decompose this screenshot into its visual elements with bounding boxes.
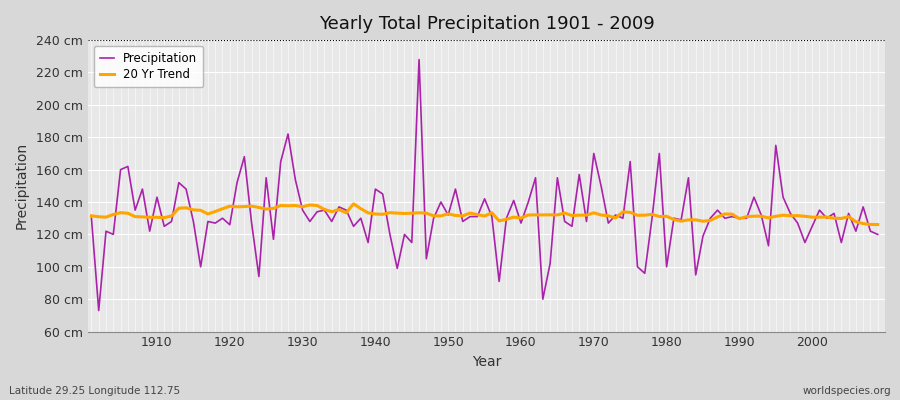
20 Yr Trend: [304, 202, 315, 207]
Precipitation: [530, 175, 541, 180]
Text: Latitude 29.25 Longitude 112.75: Latitude 29.25 Longitude 112.75: [9, 386, 180, 396]
Precipitation: [523, 200, 534, 204]
Precipitation: [356, 216, 366, 221]
Line: 20 Yr Trend: 20 Yr Trend: [92, 204, 878, 224]
20 Yr Trend: [348, 202, 359, 206]
20 Yr Trend: [523, 212, 534, 217]
Precipitation: [311, 209, 322, 214]
X-axis label: Year: Year: [472, 355, 501, 369]
Line: Precipitation: Precipitation: [92, 60, 878, 310]
Legend: Precipitation, 20 Yr Trend: Precipitation, 20 Yr Trend: [94, 46, 203, 87]
Title: Yearly Total Precipitation 1901 - 2009: Yearly Total Precipitation 1901 - 2009: [319, 15, 654, 33]
20 Yr Trend: [516, 216, 526, 220]
Y-axis label: Precipitation: Precipitation: [15, 142, 29, 230]
Precipitation: [86, 216, 97, 221]
20 Yr Trend: [872, 222, 883, 227]
20 Yr Trend: [356, 206, 366, 211]
Precipitation: [151, 195, 162, 200]
Text: worldspecies.org: worldspecies.org: [803, 386, 891, 396]
20 Yr Trend: [86, 214, 97, 218]
20 Yr Trend: [144, 215, 155, 220]
Precipitation: [94, 308, 104, 313]
Precipitation: [872, 232, 883, 237]
Precipitation: [617, 216, 628, 221]
Precipitation: [414, 57, 425, 62]
20 Yr Trend: [610, 216, 621, 220]
